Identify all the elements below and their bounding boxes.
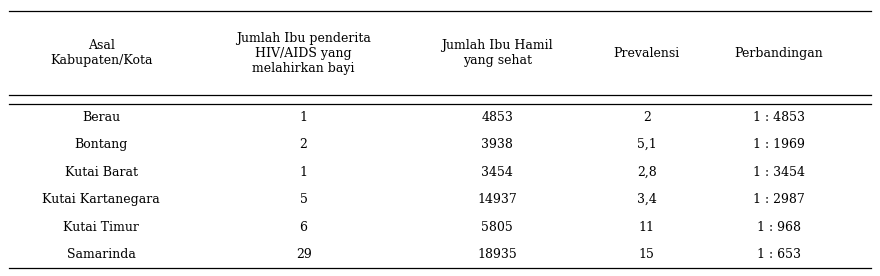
Text: Kutai Barat: Kutai Barat bbox=[65, 166, 137, 179]
Text: Berau: Berau bbox=[82, 111, 121, 124]
Text: 5: 5 bbox=[300, 193, 307, 206]
Text: 3,4: 3,4 bbox=[637, 193, 656, 206]
Text: 1 : 2987: 1 : 2987 bbox=[753, 193, 804, 206]
Text: 3938: 3938 bbox=[481, 138, 513, 151]
Text: Kutai Kartanegara: Kutai Kartanegara bbox=[42, 193, 160, 206]
Text: 2: 2 bbox=[643, 111, 650, 124]
Text: Prevalensi: Prevalensi bbox=[613, 47, 680, 60]
Text: 2,8: 2,8 bbox=[637, 166, 656, 179]
Text: 15: 15 bbox=[639, 248, 655, 261]
Text: 5,1: 5,1 bbox=[637, 138, 656, 151]
Text: Bontang: Bontang bbox=[75, 138, 128, 151]
Text: 2: 2 bbox=[300, 138, 307, 151]
Text: 1 : 4853: 1 : 4853 bbox=[752, 111, 805, 124]
Text: 1: 1 bbox=[299, 111, 308, 124]
Text: 4853: 4853 bbox=[481, 111, 513, 124]
Text: 5805: 5805 bbox=[481, 221, 513, 233]
Text: Jumlah Ibu Hamil
yang sehat: Jumlah Ibu Hamil yang sehat bbox=[442, 39, 553, 67]
Text: Samarinda: Samarinda bbox=[67, 248, 136, 261]
Text: 14937: 14937 bbox=[477, 193, 517, 206]
Text: 29: 29 bbox=[296, 248, 312, 261]
Text: 1: 1 bbox=[299, 166, 308, 179]
Text: Jumlah Ibu penderita
HIV/AIDS yang
melahirkan bayi: Jumlah Ibu penderita HIV/AIDS yang melah… bbox=[236, 32, 371, 75]
Text: Perbandingan: Perbandingan bbox=[735, 47, 823, 60]
Text: 6: 6 bbox=[299, 221, 308, 233]
Text: 1 : 653: 1 : 653 bbox=[757, 248, 801, 261]
Text: 1 : 968: 1 : 968 bbox=[757, 221, 801, 233]
Text: 18935: 18935 bbox=[477, 248, 517, 261]
Text: 1 : 1969: 1 : 1969 bbox=[753, 138, 804, 151]
Text: 11: 11 bbox=[639, 221, 655, 233]
Text: 3454: 3454 bbox=[481, 166, 513, 179]
Text: Kutai Timur: Kutai Timur bbox=[63, 221, 139, 233]
Text: 1 : 3454: 1 : 3454 bbox=[752, 166, 805, 179]
Text: Asal
Kabupaten/Kota: Asal Kabupaten/Kota bbox=[50, 39, 152, 67]
